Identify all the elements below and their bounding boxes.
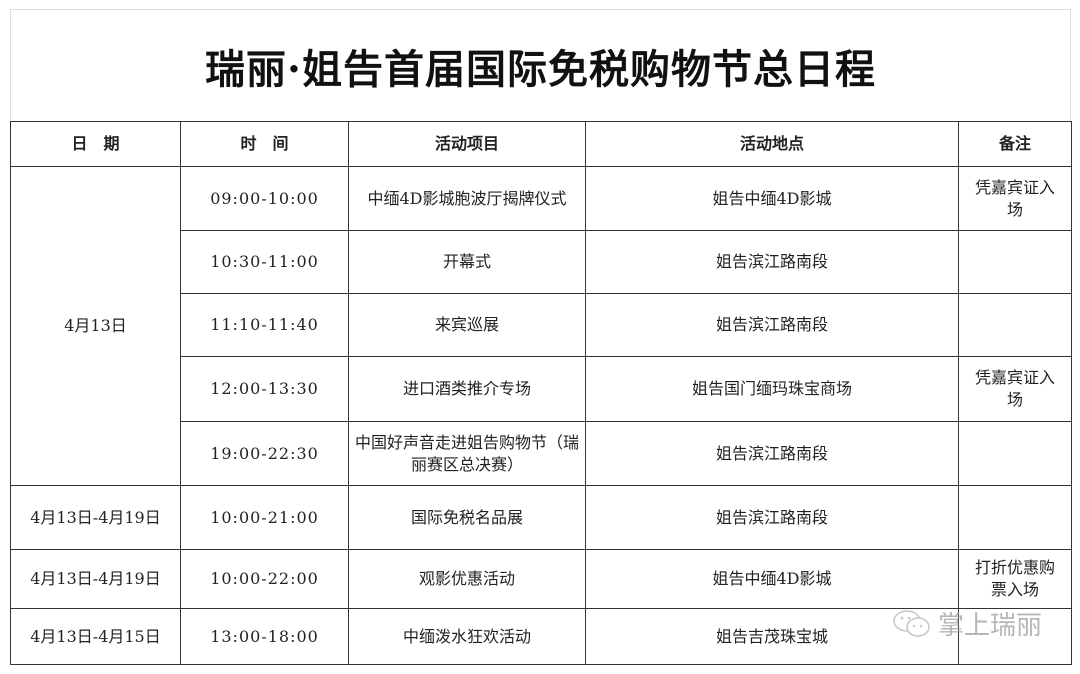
date-cell: 4月13日-4月19日 bbox=[10, 549, 181, 609]
time-cell: 19:00-22:30 bbox=[180, 421, 349, 486]
event-cell: 国际免税名品展 bbox=[348, 485, 586, 550]
page-title: 瑞丽·姐告首届国际免税购物节总日程 bbox=[205, 45, 876, 93]
place-cell: 姐告滨江路南段 bbox=[585, 230, 959, 294]
note-cell: 凭嘉宾证入场 bbox=[958, 166, 1072, 231]
table-row: 4月13日-4月15日 13:00-18:00 中缅泼水狂欢活动 姐告吉茂珠宝城 bbox=[10, 608, 1072, 665]
date-cell: 4月13日 bbox=[10, 166, 181, 486]
date-cell: 4月13日-4月19日 bbox=[10, 485, 181, 550]
place-cell: 姐告滨江路南段 bbox=[585, 421, 959, 486]
event-cell: 开幕式 bbox=[348, 230, 586, 294]
place-cell: 姐告吉茂珠宝城 bbox=[585, 608, 959, 665]
header-row: 日 期 时 间 活动项目 活动地点 备注 bbox=[10, 121, 1072, 167]
time-cell: 11:10-11:40 bbox=[180, 293, 349, 357]
time-cell: 10:30-11:00 bbox=[180, 230, 349, 294]
note-cell: 凭嘉宾证入场 bbox=[958, 356, 1072, 422]
note-cell: 打折优惠购票入场 bbox=[958, 549, 1072, 609]
time-cell: 09:00-10:00 bbox=[180, 166, 349, 231]
wechat-icon bbox=[893, 609, 930, 637]
time-cell: 10:00-21:00 bbox=[180, 485, 349, 550]
event-cell: 观影优惠活动 bbox=[348, 549, 586, 609]
table-row: 4月13日-4月19日 10:00-22:00 观影优惠活动 姐告中缅4D影城 … bbox=[10, 549, 1072, 609]
watermark-text: 掌上瑞丽 bbox=[938, 611, 1043, 641]
note-cell bbox=[958, 608, 1072, 665]
event-cell: 来宾巡展 bbox=[348, 293, 586, 357]
table-row: 10:30-11:00 开幕式 姐告滨江路南段 bbox=[11, 230, 1072, 294]
header-event: 活动项目 bbox=[348, 121, 586, 167]
time-cell: 10:00-22:00 bbox=[180, 549, 349, 609]
note-cell bbox=[958, 485, 1072, 550]
event-cell: 中缅4D影城胞波厅揭牌仪式 bbox=[348, 166, 586, 231]
table-row: 4月13日 09:00-10:00 中缅4D影城胞波厅揭牌仪式 姐告中缅4D影城… bbox=[10, 166, 1072, 486]
note-cell bbox=[958, 230, 1072, 294]
header-date: 日 期 bbox=[10, 121, 181, 167]
watermark: 掌上瑞丽 bbox=[892, 605, 1042, 642]
place-cell: 姐告国门缅玛珠宝商场 bbox=[585, 356, 959, 422]
schedule-table: 日 期 时 间 活动项目 活动地点 备注 4月13日 09:00-10:00 中… bbox=[10, 121, 1072, 665]
header-place: 活动地点 bbox=[585, 121, 959, 167]
header-time: 时 间 bbox=[180, 121, 349, 167]
place-cell: 姐告滨江路南段 bbox=[585, 293, 959, 357]
event-cell: 中国好声音走进姐告购物节（瑞丽赛区总决赛） bbox=[348, 421, 586, 486]
event-cell: 中缅泼水狂欢活动 bbox=[348, 608, 586, 665]
time-cell: 12:00-13:30 bbox=[180, 356, 349, 422]
title-row: 瑞丽·姐告首届国际免税购物节总日程 bbox=[10, 9, 1071, 121]
table-row: 12:00-13:30 进口酒类推介专场 姐告国门缅玛珠宝商场 凭嘉宾证入场 bbox=[11, 356, 1072, 422]
note-cell bbox=[958, 421, 1072, 486]
time-cell: 13:00-18:00 bbox=[180, 608, 349, 665]
header-note: 备注 bbox=[958, 121, 1072, 167]
table-row: 4月13日-4月19日 10:00-21:00 国际免税名品展 姐告滨江路南段 bbox=[10, 485, 1072, 550]
table-row: 19:00-22:30 中国好声音走进姐告购物节（瑞丽赛区总决赛） 姐告滨江路南… bbox=[11, 421, 1072, 486]
place-cell: 姐告中缅4D影城 bbox=[585, 549, 959, 609]
table-row: 11:10-11:40 来宾巡展 姐告滨江路南段 bbox=[11, 293, 1072, 357]
date-cell: 4月13日-4月15日 bbox=[10, 608, 181, 665]
event-cell: 进口酒类推介专场 bbox=[348, 356, 586, 422]
note-cell bbox=[958, 293, 1072, 357]
place-cell: 姐告滨江路南段 bbox=[585, 485, 959, 550]
place-cell: 姐告中缅4D影城 bbox=[585, 166, 959, 231]
